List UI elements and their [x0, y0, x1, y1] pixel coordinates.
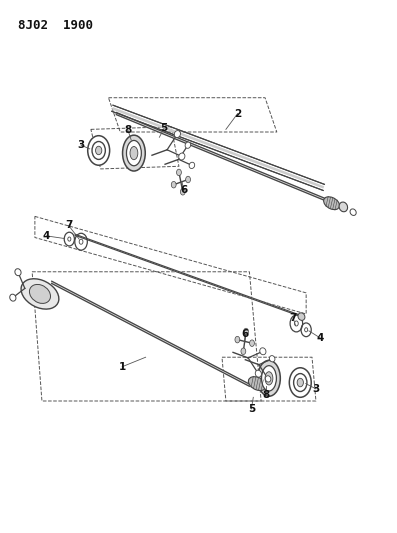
Text: 4: 4 — [43, 231, 50, 241]
Ellipse shape — [96, 146, 102, 155]
Ellipse shape — [350, 209, 356, 215]
Ellipse shape — [179, 153, 185, 160]
Ellipse shape — [255, 370, 262, 377]
Text: 8J02  1900: 8J02 1900 — [18, 19, 93, 31]
Ellipse shape — [294, 374, 307, 392]
Ellipse shape — [260, 348, 266, 355]
Ellipse shape — [297, 378, 303, 387]
Text: 5: 5 — [248, 404, 255, 414]
Ellipse shape — [324, 197, 339, 209]
Ellipse shape — [29, 285, 50, 303]
Ellipse shape — [241, 348, 246, 354]
Text: 4: 4 — [316, 333, 324, 343]
Ellipse shape — [249, 377, 266, 391]
Text: 7: 7 — [289, 313, 297, 323]
Text: 2: 2 — [234, 109, 241, 118]
Ellipse shape — [88, 136, 110, 165]
Ellipse shape — [289, 368, 311, 397]
Ellipse shape — [180, 189, 185, 195]
Ellipse shape — [130, 147, 138, 160]
Ellipse shape — [244, 328, 249, 335]
Ellipse shape — [15, 269, 21, 276]
Polygon shape — [52, 281, 249, 386]
Ellipse shape — [92, 141, 105, 159]
Ellipse shape — [174, 131, 181, 138]
Ellipse shape — [265, 372, 273, 385]
Ellipse shape — [235, 336, 240, 343]
Text: 8: 8 — [124, 125, 132, 135]
Polygon shape — [116, 112, 328, 201]
Ellipse shape — [171, 181, 176, 188]
Text: 5: 5 — [160, 123, 168, 133]
Ellipse shape — [189, 162, 195, 168]
Ellipse shape — [177, 169, 181, 176]
Text: 6: 6 — [242, 329, 249, 339]
Ellipse shape — [10, 294, 16, 301]
Text: 6: 6 — [180, 185, 187, 195]
Ellipse shape — [185, 142, 191, 148]
Ellipse shape — [262, 366, 276, 391]
Ellipse shape — [250, 340, 254, 346]
Ellipse shape — [123, 135, 145, 171]
Text: 7: 7 — [65, 220, 72, 230]
Ellipse shape — [127, 140, 141, 166]
Ellipse shape — [258, 360, 280, 396]
Text: 8: 8 — [262, 390, 270, 400]
Text: 3: 3 — [77, 140, 85, 150]
Text: 3: 3 — [312, 384, 320, 394]
Polygon shape — [75, 235, 298, 316]
Ellipse shape — [339, 202, 348, 212]
Ellipse shape — [21, 279, 59, 309]
Ellipse shape — [265, 376, 271, 382]
Ellipse shape — [298, 313, 305, 320]
Text: 1: 1 — [119, 362, 126, 372]
Ellipse shape — [186, 176, 191, 183]
Ellipse shape — [270, 356, 275, 362]
